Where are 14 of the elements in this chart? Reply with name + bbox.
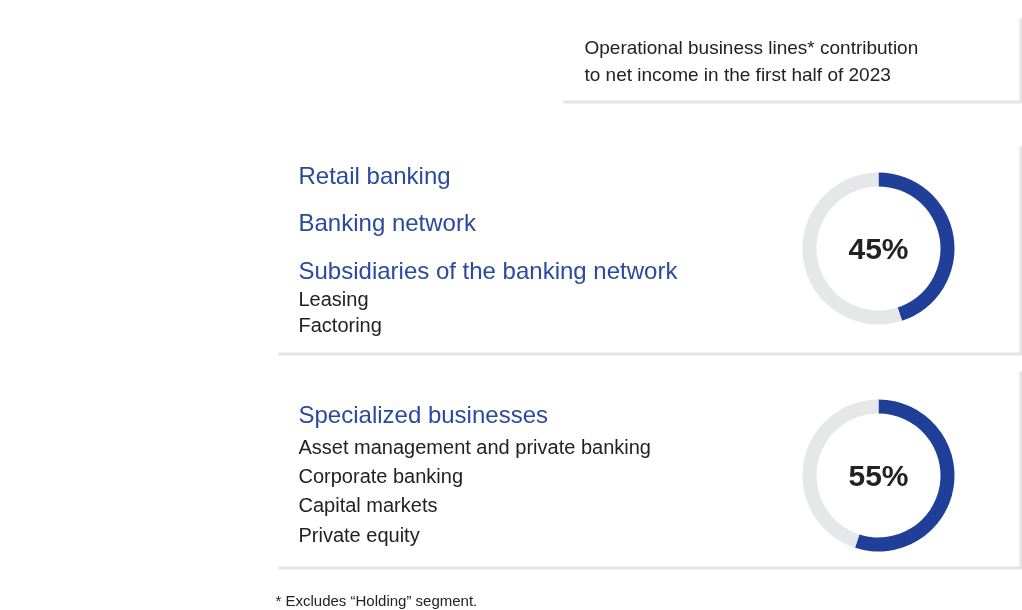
text: Specialized businesses <box>298 401 548 428</box>
text: Retail banking <box>298 162 451 189</box>
text: Asset management and private banking <box>298 435 651 458</box>
text: * Excludes “Holding” segment. <box>275 592 478 609</box>
text: Operational business lines* contribution to net income in the first half of 2023 <box>584 37 919 85</box>
text: Banking network <box>298 209 477 236</box>
text: Subsidiaries of the banking network <box>298 257 679 284</box>
text: Corporate banking <box>298 464 464 487</box>
text: Factoring <box>298 313 382 336</box>
text: Leasing <box>298 287 369 310</box>
text: Capital markets <box>298 493 438 516</box>
text: 45% <box>848 232 909 265</box>
text: Private equity <box>298 523 420 546</box>
text: 55% <box>848 459 909 492</box>
